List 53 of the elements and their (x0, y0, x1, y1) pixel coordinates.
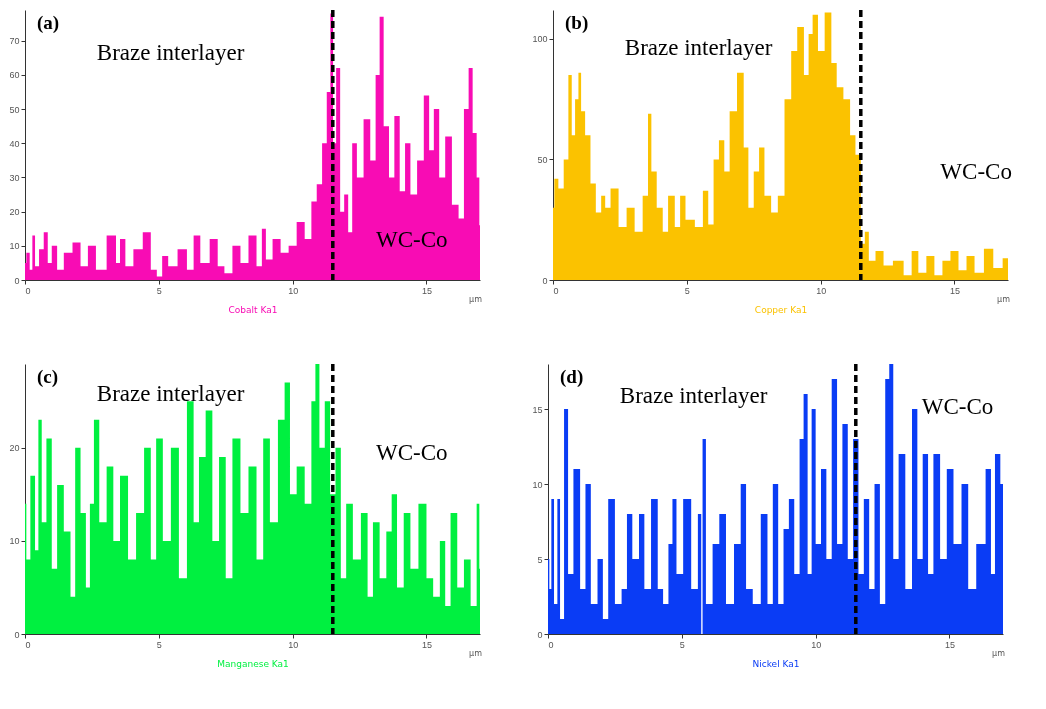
y-tick-label: 10 (9, 536, 20, 547)
y-tick-label: 60 (9, 70, 20, 81)
x-tick-label: 0 (25, 639, 31, 650)
x-tick-label: 15 (421, 285, 432, 296)
x-tick-label: 5 (684, 285, 690, 296)
x-tick-label: 10 (811, 639, 822, 650)
annotation: WC-Co (921, 394, 994, 420)
annotation: Braze interlayer (96, 40, 245, 66)
y-tick-label: 50 (9, 104, 20, 115)
x-tick-label: 10 (288, 285, 299, 296)
x-axis-title: Cobalt Ka1 (228, 304, 278, 315)
annotation: Braze interlayer (96, 380, 245, 406)
y-tick-label: 0 (14, 275, 20, 286)
x-tick-label: 15 (421, 639, 432, 650)
x-tick-label: 5 (156, 639, 162, 650)
y-tick-label: 10 (532, 479, 543, 490)
text: µm (469, 649, 483, 658)
x-tick-label: 15 (944, 639, 955, 650)
chart-title: (b) (565, 12, 589, 34)
x-tick-label: 0 (25, 285, 31, 296)
x-tick-label: 10 (288, 639, 299, 650)
y-tick-label: 20 (9, 207, 20, 218)
chart-title: (c) (37, 366, 59, 388)
x-axis-title: Nickel Ka1 (752, 658, 800, 669)
y-tick-label: 5 (537, 554, 543, 565)
chart-title: (d) (560, 366, 584, 388)
y-tick-label: 40 (9, 138, 20, 149)
y-tick-label: 100 (532, 34, 548, 45)
text: µm (469, 295, 483, 304)
x-tick-label: 5 (679, 639, 685, 650)
x-tick-label: 15 (949, 285, 960, 296)
chart-title: (a) (37, 12, 60, 34)
text: µm (997, 295, 1011, 304)
annotation: WC-Co (375, 226, 448, 252)
y-tick-label: 0 (14, 629, 20, 640)
y-tick-label: 20 (9, 443, 20, 454)
annotation: WC-Co (940, 159, 1012, 184)
y-tick-label: 50 (537, 154, 548, 165)
x-tick-label: 5 (156, 285, 162, 296)
y-tick-label: 15 (532, 404, 543, 415)
y-tick-label: 10 (9, 241, 20, 252)
x-axis-title: Copper Ka1 (754, 304, 808, 315)
x-tick-label: 10 (816, 285, 827, 296)
y-tick-label: 0 (542, 275, 548, 286)
annotation: WC-Co (375, 440, 448, 466)
annotation: Braze interlayer (619, 383, 768, 409)
x-axis-title: Manganese Ka1 (217, 658, 289, 669)
text: µm (992, 649, 1006, 658)
y-tick-label: 70 (9, 36, 20, 47)
y-tick-label: 0 (537, 629, 543, 640)
y-tick-label: 30 (9, 172, 20, 183)
annotation: Braze interlayer (624, 34, 773, 60)
x-tick-label: 0 (553, 285, 559, 296)
